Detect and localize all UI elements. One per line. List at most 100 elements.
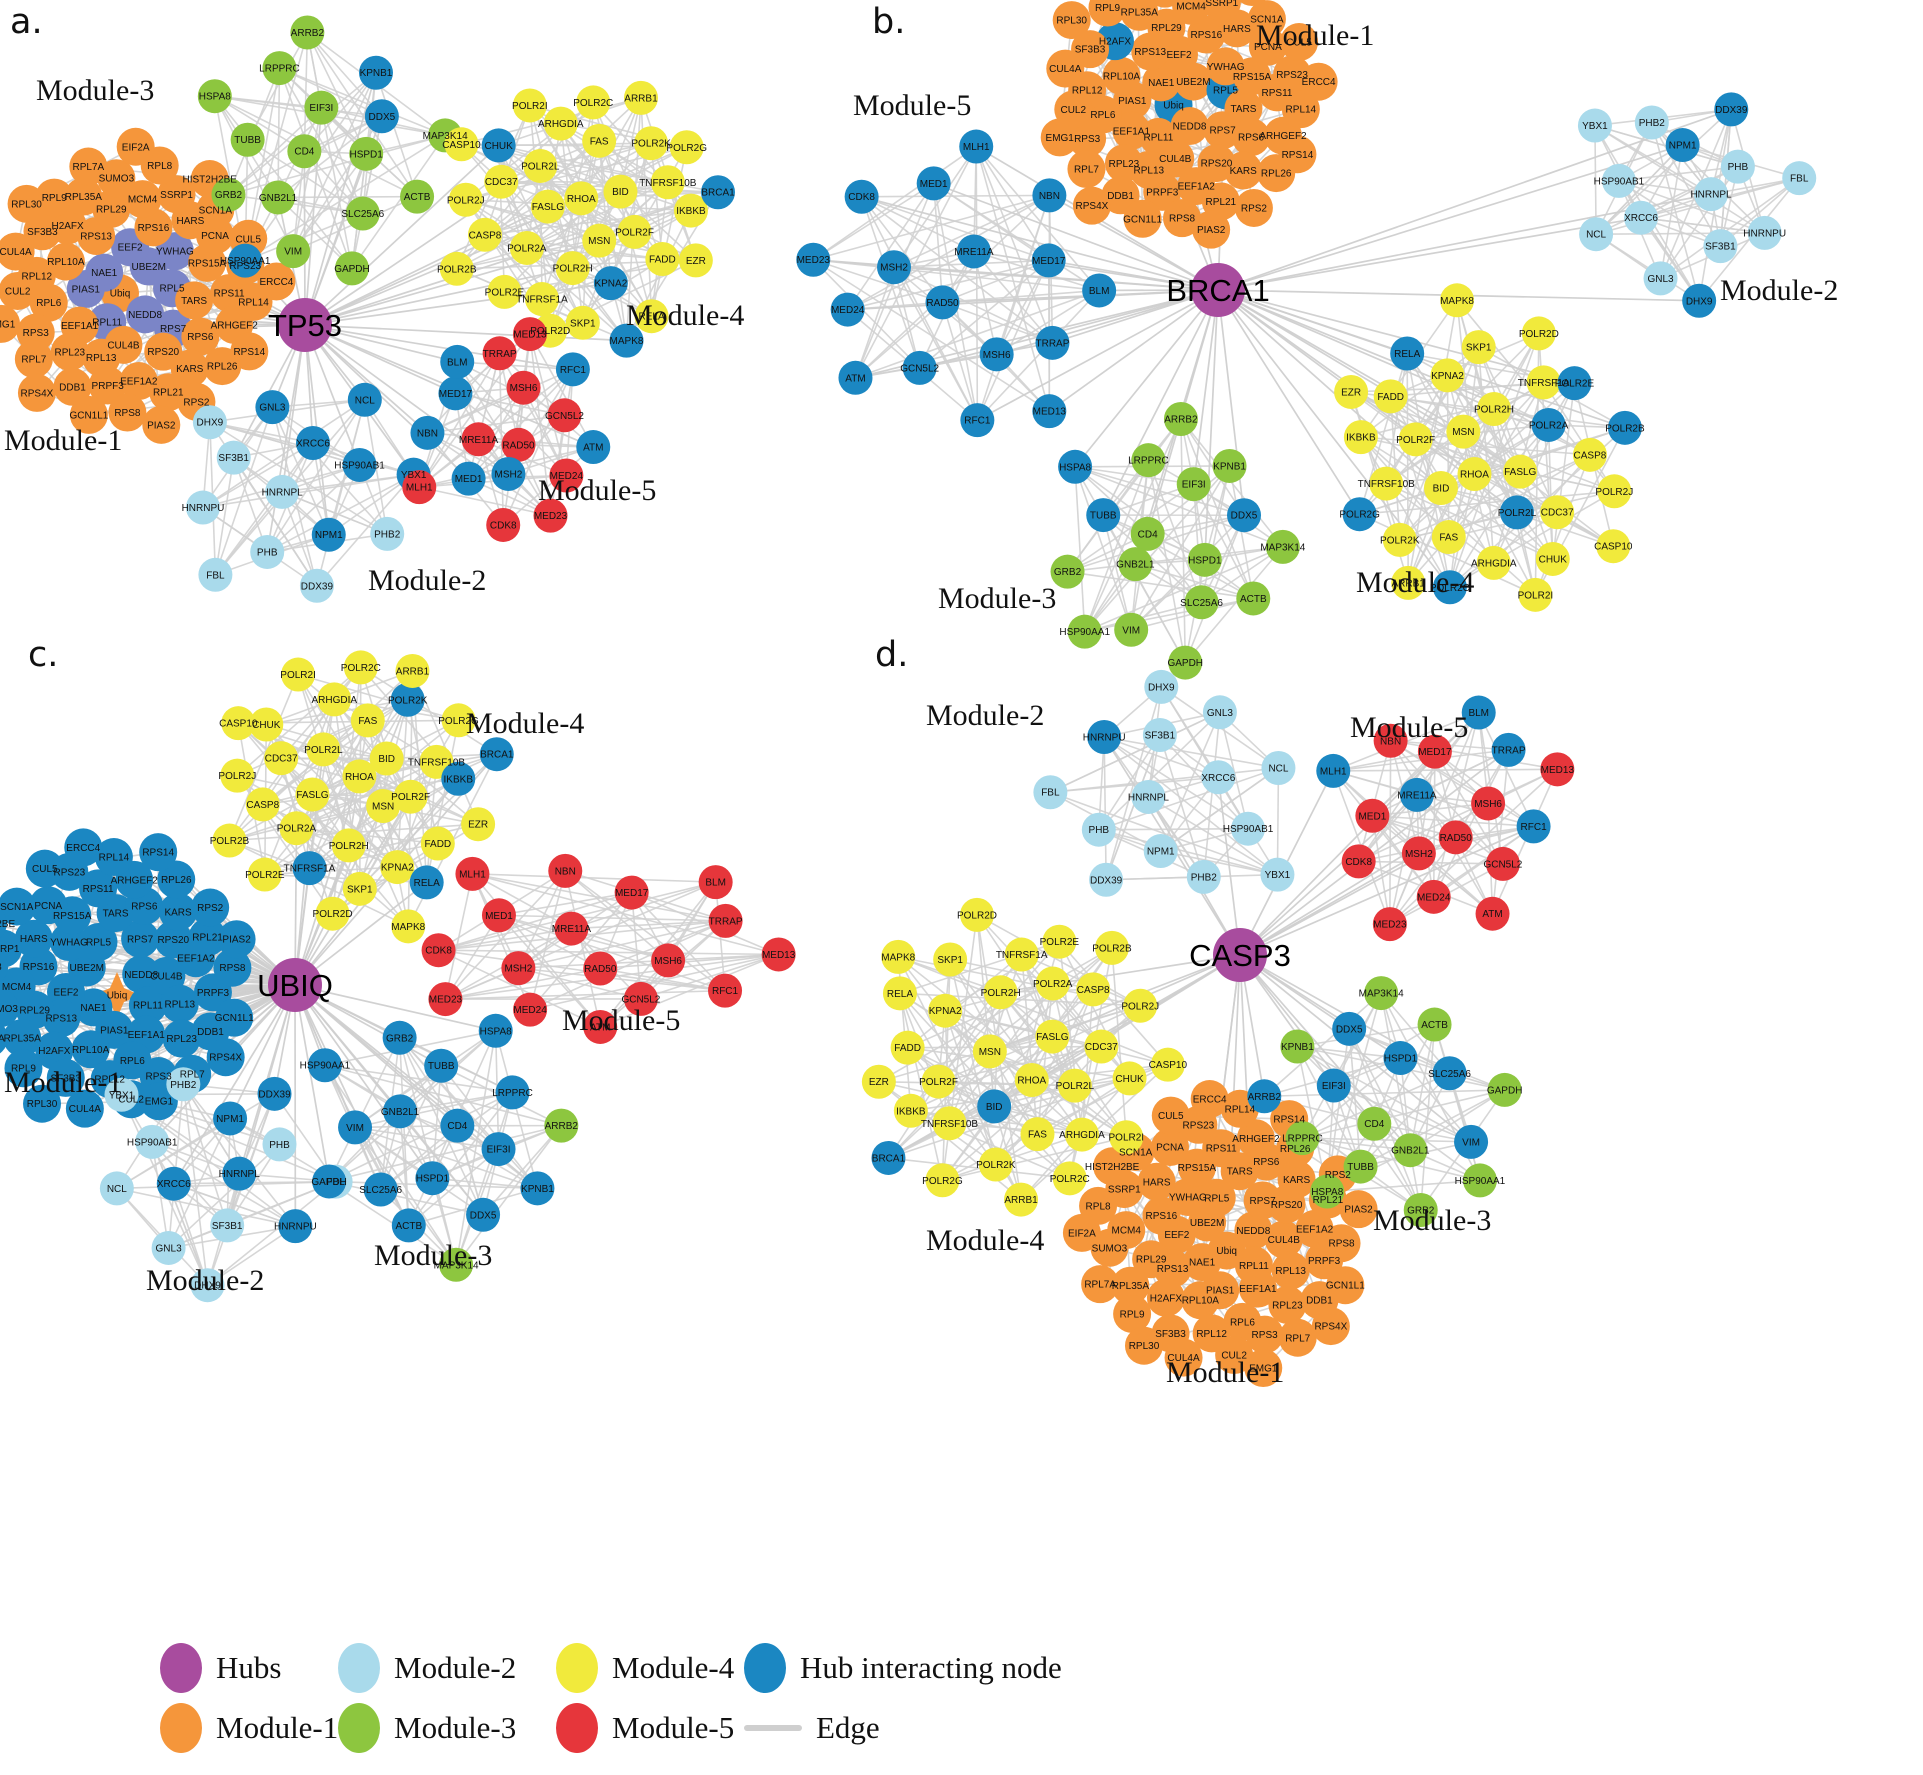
edge (472, 873, 572, 930)
node-POLR2A (1035, 966, 1070, 1001)
node-GAPDH (312, 1164, 347, 1199)
node-POLR2C (343, 650, 378, 685)
node-CHUK (1535, 541, 1570, 576)
node-HSPD1 (349, 136, 384, 171)
edge (1348, 1028, 1505, 1091)
edge (1103, 736, 1107, 880)
edge (1595, 108, 1732, 235)
node-POLR2L (1499, 495, 1534, 530)
hub-edge (1048, 259, 1219, 291)
node-DHX9 (1144, 669, 1179, 704)
node-SCN1A (0, 887, 36, 926)
node-RELA (1390, 336, 1425, 371)
node-TARS (1224, 89, 1263, 128)
node-MLH1 (959, 129, 994, 164)
node-RPS7 (121, 919, 160, 958)
node-RPS11 (1202, 1129, 1241, 1168)
node-FADD (890, 1030, 925, 1065)
node-MED17 (1417, 734, 1452, 769)
edge (529, 892, 633, 1011)
node-MSH6 (1471, 786, 1506, 821)
node-HNRNPL (1694, 177, 1729, 212)
node-PHB (1720, 149, 1755, 184)
edge (484, 140, 600, 236)
node-TARS (175, 281, 214, 320)
hub-edge (303, 151, 306, 326)
edge (1301, 992, 1382, 1139)
node-FAS (1431, 520, 1466, 555)
node-CHUK (1112, 1061, 1147, 1096)
node-HIST2H2BE (1238, 0, 1266, 6)
node-POLR2K (390, 682, 425, 717)
node-MAPK8 (609, 323, 644, 358)
edge (860, 196, 979, 421)
node-SKP1 (342, 871, 377, 906)
edge (278, 67, 353, 269)
node-KPNA2 (1430, 358, 1465, 393)
node-FADD (420, 826, 455, 861)
edge (1083, 459, 1150, 632)
node-DHX9 (190, 1268, 225, 1303)
edge (949, 1122, 1083, 1136)
edge (1348, 1028, 1412, 1151)
edge (214, 457, 235, 575)
edge (398, 1037, 457, 1265)
edge (1276, 768, 1280, 875)
node-POLR2B (1607, 410, 1642, 445)
node-RPL7 (1067, 150, 1106, 189)
edge (279, 67, 383, 117)
edge (1102, 514, 1203, 603)
node-IKBKB (441, 761, 476, 796)
node-GNB2L1 (1118, 547, 1153, 582)
node-CDK8 (844, 179, 879, 214)
edge (1407, 431, 1465, 584)
node-PCNA (29, 886, 68, 925)
edge (518, 920, 726, 969)
node-GCN1L1 (215, 998, 254, 1037)
hub-edge (1217, 144, 1683, 291)
hub-edge (1239, 954, 1472, 1143)
edge (1067, 483, 1195, 573)
hub-edge (294, 881, 428, 986)
node-POLR2J (220, 758, 255, 793)
node-LRPPRC (262, 51, 297, 86)
legend-label: Hubs (216, 1650, 282, 1685)
node-MSN (1446, 414, 1481, 449)
node-SKP1 (565, 305, 600, 340)
node-POLR2C (1432, 570, 1467, 605)
node-EIF3I (304, 90, 339, 125)
edge (1031, 1079, 1127, 1138)
node-XRCC6 (295, 425, 330, 460)
edge (354, 1030, 497, 1129)
node-RPS6 (1232, 118, 1271, 157)
hub-edge (1074, 289, 1219, 468)
node-MCM4 (123, 180, 162, 219)
node-EMG1 (1040, 118, 1079, 157)
edge (278, 195, 418, 199)
node-NEDD8 (1170, 107, 1209, 146)
edge (1067, 546, 1283, 573)
legend-label: Module-5 (612, 1710, 735, 1745)
edge (1358, 768, 1558, 863)
edge (1358, 353, 1408, 515)
node-POLR2D (1521, 316, 1556, 351)
node-HSPA8 (478, 1013, 513, 1048)
node-HSP90AA1 (1067, 614, 1102, 649)
node-DDX39 (1714, 92, 1749, 127)
legend: Hubs Module-2 Module-4 Hub interacting n… (150, 1640, 1250, 1770)
node-MRE11A (461, 422, 496, 457)
node-POLR2I (281, 657, 316, 692)
edge (228, 193, 363, 215)
edge (1390, 332, 1540, 398)
node-CDC37 (1084, 1029, 1119, 1064)
edge (427, 432, 551, 517)
module-label-d-module-4: Module-4 (926, 1224, 1044, 1257)
edge (228, 674, 299, 841)
edge (640, 953, 779, 1000)
edge (1302, 1137, 1411, 1151)
node-HNRNPU (278, 1209, 313, 1244)
node-POLR2D (315, 896, 350, 931)
node-RPL9 (1113, 1294, 1152, 1333)
node-MED1 (451, 461, 486, 496)
node-CUL5 (25, 849, 64, 888)
